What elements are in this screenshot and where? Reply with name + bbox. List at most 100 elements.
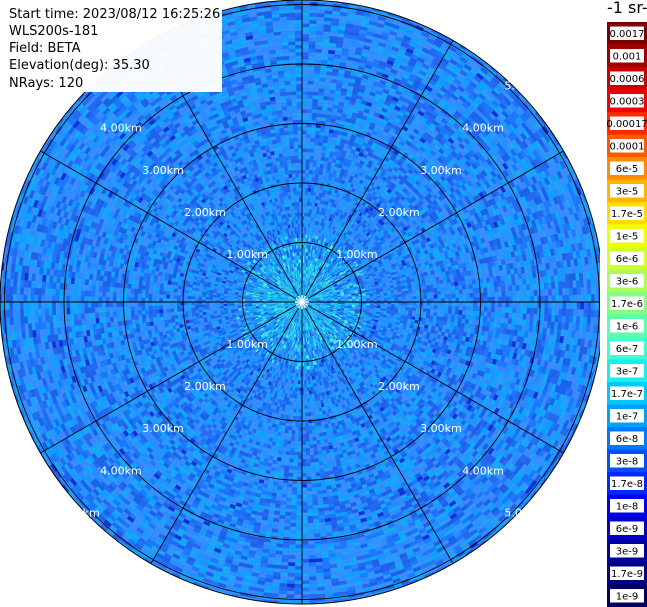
range-gate-cell: [305, 366, 308, 370]
range-gate-cell: [305, 299, 309, 301]
range-gate-cell: [284, 325, 288, 330]
range-gate-cell: [310, 328, 313, 333]
range-gate-cell: [285, 288, 289, 292]
range-gate-cell: [280, 313, 284, 316]
range-gate-cell: [310, 308, 314, 311]
range-gate-cell: [292, 314, 295, 318]
range-gate-cell: [308, 278, 310, 282]
range-gate-cell: [366, 296, 370, 299]
range-gate-cell: [306, 311, 309, 315]
range-gate-cell: [317, 290, 321, 293]
range-gate-cell: [304, 308, 307, 312]
range-gate-cell: [287, 302, 292, 304]
range-gate-cell: [305, 292, 307, 296]
range-gate-cell: [306, 293, 309, 297]
range-gate-cell: [311, 328, 314, 333]
range-gate-cell: [306, 294, 310, 297]
range-gate-cell: [280, 318, 284, 322]
range-gate-cell: [299, 341, 301, 345]
range-gate-cell: [287, 303, 292, 304]
range-gate-cell: [297, 292, 299, 296]
range-gate-cell: [291, 308, 294, 312]
range-gate-cell: [304, 288, 306, 292]
range-gate-cell: [312, 297, 316, 299]
range-gate-cell: [285, 306, 289, 309]
range-gate-cell: [280, 298, 285, 300]
range-gate-cell: [281, 307, 286, 310]
range-gate-cell: [358, 297, 363, 300]
range-gate-cell: [314, 308, 318, 311]
range-gate-cell: [292, 305, 296, 307]
range-gate-cell: [312, 305, 316, 307]
range-gate-cell: [288, 290, 292, 293]
range-gate-cell: [304, 304, 308, 307]
range-gate-cell: [288, 296, 292, 299]
range-gate-cell: [288, 290, 292, 293]
range-gate-cell: [291, 304, 296, 306]
range-gate-cell: [300, 309, 302, 313]
range-gate-cell: [314, 327, 317, 331]
range-gate-cell: [297, 296, 300, 300]
range-gate-cell: [315, 297, 320, 299]
range-gate-cell: [319, 305, 323, 307]
range-gate-cell: [297, 288, 300, 292]
range-gate-cell: [303, 312, 305, 317]
range-gate-cell: [288, 304, 292, 306]
range-gate-cell: [295, 319, 297, 323]
range-gate-cell: [295, 303, 299, 305]
range-gate-cell: [319, 295, 323, 298]
range-gate-cell: [306, 311, 309, 315]
range-gate-cell: [280, 299, 285, 301]
range-gate-cell: [320, 288, 324, 291]
range-gate-cell: [316, 304, 320, 306]
range-gate-cell: [305, 288, 307, 292]
range-gate-cell: [330, 296, 334, 298]
range-gate-cell: [282, 285, 286, 289]
range-gate-cell: [305, 307, 309, 311]
range-gate-cell: [293, 329, 296, 334]
range-gate-cell: [282, 293, 286, 296]
range-gate-cell: [306, 293, 309, 297]
range-gate-cell: [296, 315, 298, 320]
range-gate-cell: [327, 300, 331, 302]
range-gate-cell: [295, 293, 298, 297]
range-gate-cell: [290, 287, 294, 291]
range-gate-cell: [291, 303, 296, 305]
range-gate-cell: [295, 281, 297, 285]
range-gate-cell: [289, 312, 293, 315]
range-gate-cell: [311, 295, 315, 298]
range-gate-cell: [310, 313, 313, 317]
range-gate-cell: [294, 322, 296, 326]
range-gate-cell: [234, 305, 238, 308]
range-gate-cell: [316, 300, 320, 301]
range-gate-cell: [305, 303, 309, 305]
range-gate-cell: [289, 284, 292, 288]
range-gate-cell: [305, 312, 307, 316]
range-gate-cell: [316, 302, 320, 304]
range-gate-cell: [317, 292, 322, 295]
range-gate-cell: [307, 285, 309, 289]
range-gate-cell: [291, 275, 294, 279]
range-gate-cell: [311, 271, 314, 276]
range-gate-cell: [321, 309, 326, 312]
range-gate-cell: [299, 309, 301, 313]
range-gate-cell: [322, 315, 326, 319]
range-gate-cell: [298, 323, 300, 327]
range-gate-cell: [315, 318, 318, 322]
range-gate-cell: [278, 293, 282, 296]
range-gate-cell: [307, 294, 310, 298]
range-gate-cell: [309, 278, 312, 283]
range-gate-cell: [305, 277, 308, 282]
range-gate-cell: [313, 310, 317, 314]
range-gate-cell: [282, 308, 286, 311]
range-gate-cell: [316, 289, 320, 293]
range-gate-cell: [298, 277, 300, 281]
range-gate-cell: [280, 302, 285, 304]
range-gate-cell: [296, 297, 300, 300]
range-gate-cell: [309, 291, 313, 295]
range-gate-cell: [280, 304, 285, 306]
range-gate-cell: [315, 307, 319, 310]
range-gate-cell: [299, 284, 301, 288]
range-gate-cell: [297, 312, 300, 316]
range-gate-cell: [281, 324, 285, 328]
